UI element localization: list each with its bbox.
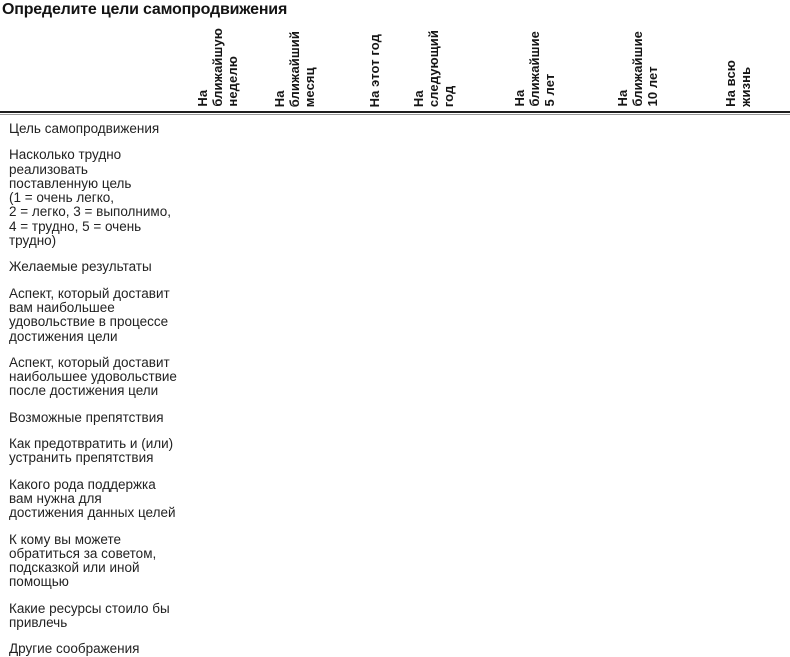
row-label-difficulty: Насколько трудно реализовать поставленну… — [9, 147, 171, 249]
row-label-advisors: К кому вы можете обратиться за советом, … — [9, 531, 157, 590]
column-header-5-years: На ближайшие 5 лет — [512, 31, 557, 107]
column-header-month: На ближайший месяц — [272, 30, 317, 107]
column-header-10-years: На ближайшие 10 лет — [615, 31, 660, 107]
header-divider-rule-thin — [0, 114, 790, 115]
row-label-obstacles: Возможные препятствия — [9, 409, 164, 425]
column-header-lifetime: На всю жизнь — [723, 60, 753, 107]
row-labels-column: Цель самопродвижения Насколько трудно ре… — [9, 121, 194, 657]
table-header-row: На ближайшую неделю На ближайший месяц Н… — [0, 0, 790, 111]
row-label-goal: Цель самопродвижения — [9, 121, 160, 136]
row-label-other: Другие соображения — [9, 641, 140, 657]
row-label-resources: Какие ресурсы стоило бы привлечь — [9, 600, 170, 631]
row-label-desired-results: Желаемые результаты — [9, 259, 152, 275]
header-divider-rule — [0, 111, 790, 113]
column-header-week: На ближайшую неделю — [195, 28, 240, 107]
row-label-enjoyment-during: Аспект, который доставит вам наибольшее … — [9, 285, 170, 344]
row-label-prevent-obstacles: Как предотвратить и (или) устранить преп… — [9, 436, 174, 466]
page-title: Определите цели самопродвижения — [2, 1, 288, 18]
row-label-enjoyment-after: Аспект, который доставит наибольшее удов… — [9, 354, 177, 399]
column-header-next-year: На следующий год — [411, 29, 456, 107]
column-header-this-year: На этот год — [367, 33, 382, 107]
row-label-support-needed: Какого рода поддержка вам нужна для дост… — [9, 476, 176, 521]
